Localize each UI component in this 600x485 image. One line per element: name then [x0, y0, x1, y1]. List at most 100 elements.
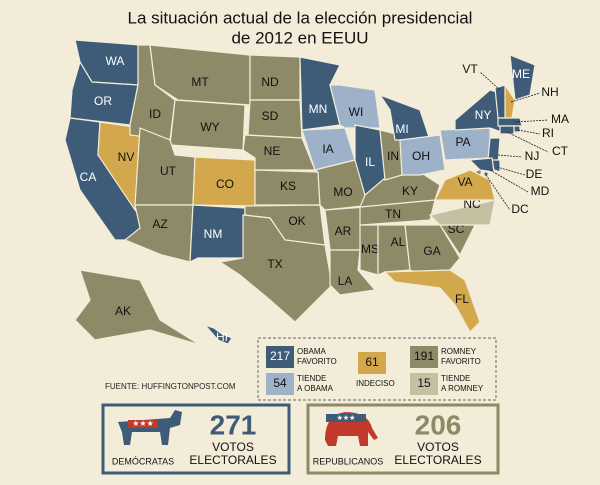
leader-line — [485, 174, 511, 211]
legend-label: TIENDE — [297, 374, 326, 383]
state-shape — [499, 125, 515, 135]
state-shape — [383, 269, 481, 333]
state-label: OR — [94, 94, 112, 108]
state: TX — [218, 214, 333, 323]
leader-line — [497, 154, 523, 158]
state-shape — [97, 121, 141, 212]
leader-line — [510, 92, 541, 103]
state: CO — [192, 156, 256, 207]
party-votes: 271 — [210, 409, 257, 440]
legend-swatch — [410, 346, 438, 368]
state-label: CA — [80, 170, 97, 184]
state-label: WI — [349, 105, 364, 119]
svg-text:★★★: ★★★ — [337, 414, 356, 422]
votes-label: VOTOS — [417, 440, 459, 454]
state: ND — [249, 54, 301, 101]
state-label: AK — [115, 304, 131, 318]
legend-swatch — [266, 373, 294, 395]
state-label: GA — [423, 244, 440, 258]
state: FL — [383, 269, 481, 333]
legend-label: FAVORITO — [441, 357, 481, 366]
state: NM — [189, 204, 246, 263]
state: MN — [299, 56, 341, 131]
leader-line — [489, 169, 529, 193]
state-label: NV — [118, 150, 135, 164]
legend-label: INDECISO — [356, 379, 395, 388]
state-label: VA — [457, 175, 472, 189]
state-label: NM — [204, 227, 223, 241]
state-label: PA — [455, 135, 470, 149]
state-label: LA — [338, 274, 353, 288]
state: SC — [438, 222, 476, 257]
state-label: ME — [512, 67, 530, 81]
legend-label: A ROMNEY — [441, 384, 484, 393]
state-label: ID — [149, 107, 161, 121]
state-label: UT — [160, 164, 177, 178]
state: MD — [468, 157, 550, 198]
state-shape — [377, 224, 411, 276]
donkey-icon: ★★★ — [118, 410, 182, 445]
state: MS — [359, 224, 379, 276]
legend-label: ROMNEY — [441, 347, 477, 356]
source: FUENTE: HUFFINGTONPOST.COM — [105, 382, 236, 391]
state: CT — [499, 125, 569, 158]
votes-label: VOTOS — [212, 440, 254, 454]
state-label: WA — [106, 54, 125, 68]
state-label: MA — [551, 112, 569, 126]
state-shape — [434, 169, 496, 201]
state-label: MI — [395, 122, 408, 136]
elephant-icon: ★★★ — [325, 412, 378, 446]
state-label: IL — [365, 155, 375, 169]
state-shape — [497, 117, 523, 127]
state-label: SC — [448, 222, 465, 236]
state-label: OK — [288, 214, 305, 228]
state: NV — [97, 121, 141, 212]
legend-label: TIENDE — [441, 374, 470, 383]
state-shape — [203, 323, 233, 345]
leader-line — [496, 166, 526, 176]
state: SD — [247, 99, 303, 139]
legend-count: 61 — [365, 355, 379, 369]
leader-line — [506, 131, 549, 153]
title-line: de 2012 en EEUU — [231, 28, 368, 47]
state: NC — [428, 197, 496, 226]
state-label: AR — [335, 224, 352, 238]
state-label: VT — [462, 62, 478, 76]
state: MO — [313, 159, 373, 211]
state-label: DE — [526, 167, 543, 181]
state-label: KY — [402, 184, 418, 198]
state: AR — [324, 206, 366, 251]
leader-line — [479, 71, 501, 91]
state-label: CO — [216, 177, 234, 191]
legend-swatch — [358, 352, 386, 374]
party-votes: 206 — [415, 409, 462, 440]
state-shape — [483, 171, 489, 177]
state: WY — [169, 99, 246, 151]
state-shape — [329, 84, 381, 129]
legend-label: FAVORITO — [297, 357, 337, 366]
state: RI — [513, 125, 554, 140]
state-label: TN — [385, 207, 401, 221]
votes-label: ELECTORALES — [394, 453, 481, 467]
party-name: DEMÓCRATAS — [112, 456, 174, 466]
state-label: IN — [387, 149, 399, 163]
state-shape — [399, 134, 446, 176]
state: AZ — [123, 204, 194, 263]
votes-label: ELECTORALES — [189, 453, 276, 467]
state-label: MN — [309, 102, 328, 116]
leader-line — [517, 129, 541, 135]
state: AL — [377, 224, 411, 276]
state-label: NY — [475, 108, 492, 122]
state-label: AZ — [152, 217, 167, 231]
title-line: La situación actual de la elección presi… — [128, 8, 473, 27]
state-label: MO — [333, 185, 352, 199]
state-shape — [509, 54, 536, 101]
state: OH — [399, 134, 446, 176]
state-label: NJ — [525, 149, 540, 163]
state-label: KS — [280, 179, 296, 193]
state: ME — [509, 54, 536, 101]
state: LA — [329, 249, 377, 296]
state: PA — [439, 127, 491, 161]
state: WI — [329, 84, 381, 129]
